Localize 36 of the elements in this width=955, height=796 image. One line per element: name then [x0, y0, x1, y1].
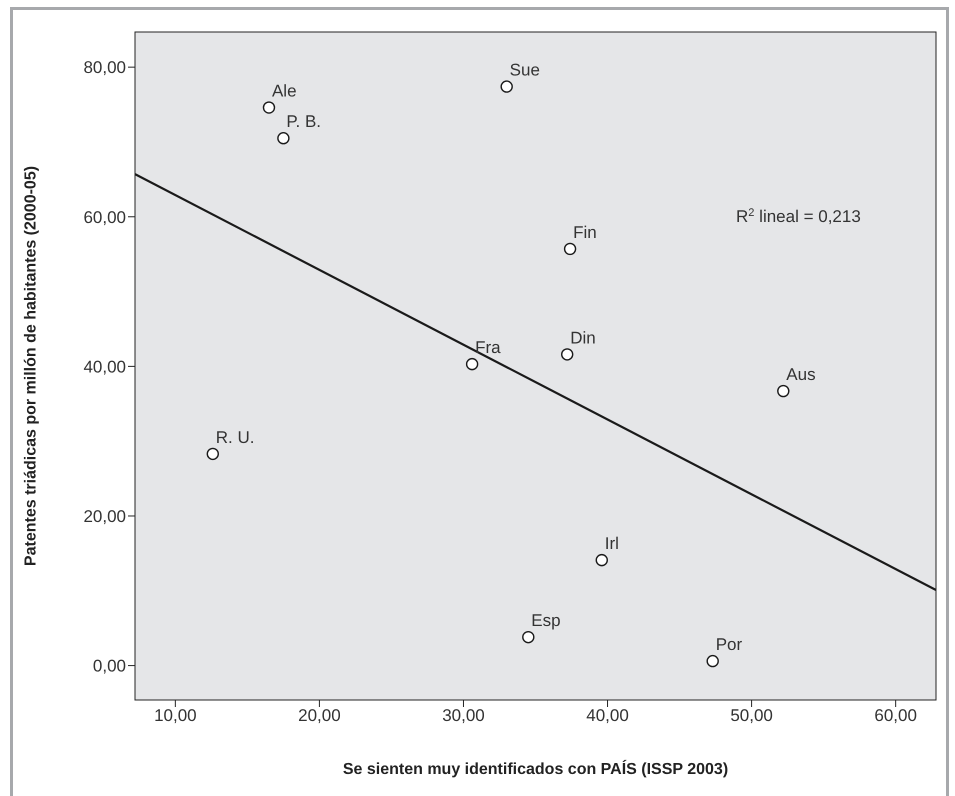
x-tick-label: 30,00: [442, 706, 485, 726]
point: [500, 80, 513, 93]
y-tick-label: 60,00: [83, 208, 126, 227]
point: [206, 448, 219, 460]
annotation: Irl: [604, 534, 619, 554]
annotation: Sue: [510, 60, 540, 80]
point: [560, 348, 574, 361]
point: [777, 384, 790, 398]
annotation: P. B.: [286, 112, 322, 132]
annotation: R. U.: [216, 428, 255, 447]
point: [522, 630, 534, 644]
annotation: Fin: [573, 222, 597, 242]
annotation: Esp: [531, 611, 561, 630]
y-tick-label: 0,00: [92, 656, 126, 676]
annotation: Fra: [475, 338, 502, 358]
annotation: Aus: [786, 365, 816, 384]
point: [277, 132, 290, 144]
annotation: R$^{2}$ lineal = 0,213: [736, 207, 861, 226]
y-tick-label: 40,00: [83, 357, 126, 376]
point: [262, 101, 276, 114]
x-axis-title: Se sienten muy identificados con PAÍS (ISSP 2003): [342, 759, 728, 778]
point: [466, 358, 478, 370]
point: [706, 654, 719, 668]
annotation: Ale: [272, 82, 297, 101]
x-tick-label: 60,00: [874, 706, 917, 726]
point: [564, 242, 576, 256]
point: [596, 554, 608, 566]
x-tick-label: 10,00: [154, 706, 197, 726]
annotation: Din: [570, 328, 596, 348]
y-axis-title: Patentes triádicas por millón de habitantes (2000-05): [22, 166, 40, 566]
y-tick-label: 80,00: [83, 58, 126, 78]
x-tick-label: 20,00: [298, 706, 341, 726]
x-tick-label: 50,00: [730, 706, 773, 726]
x-tick-label: 40,00: [586, 706, 629, 726]
annotation: Por: [716, 635, 742, 654]
y-tick-label: 20,00: [83, 507, 126, 526]
